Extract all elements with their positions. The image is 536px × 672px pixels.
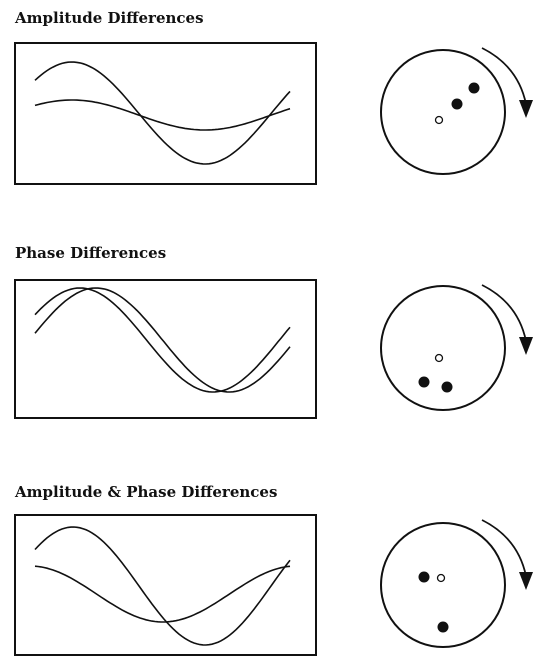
- reference-dot: [434, 353, 444, 363]
- polar-disc: [380, 285, 506, 411]
- section-title: Phase Differences: [15, 244, 166, 262]
- section-title: Amplitude Differences: [14, 9, 204, 27]
- signal-dot: [441, 381, 453, 393]
- section-title: Amplitude & Phase Differences: [14, 483, 277, 501]
- signal-dot: [437, 621, 449, 633]
- waveform: [34, 61, 291, 165]
- waveform-box: [14, 514, 317, 656]
- arrow-head: [519, 572, 533, 590]
- polar-disc: [380, 49, 506, 175]
- waveform: [34, 565, 291, 623]
- waveform: [34, 287, 291, 393]
- reference-dot: [434, 115, 444, 125]
- signal-dot: [418, 376, 430, 388]
- arrow-head: [519, 100, 533, 118]
- waveform-box: [14, 279, 317, 419]
- waveform: [34, 526, 291, 646]
- signal-dot: [468, 82, 480, 94]
- polar-disc: [380, 522, 506, 648]
- waveform-box: [14, 42, 317, 185]
- waves: [34, 61, 291, 646]
- rotation-arrow: [481, 519, 527, 577]
- waveform: [34, 99, 291, 131]
- signal-dot: [451, 98, 463, 110]
- reference-dot: [436, 573, 446, 583]
- rotation-arrow: [481, 284, 527, 342]
- signal-dot: [418, 571, 430, 583]
- arrow-head: [519, 337, 533, 355]
- waveform: [34, 287, 291, 393]
- rotation-arrow: [481, 47, 527, 105]
